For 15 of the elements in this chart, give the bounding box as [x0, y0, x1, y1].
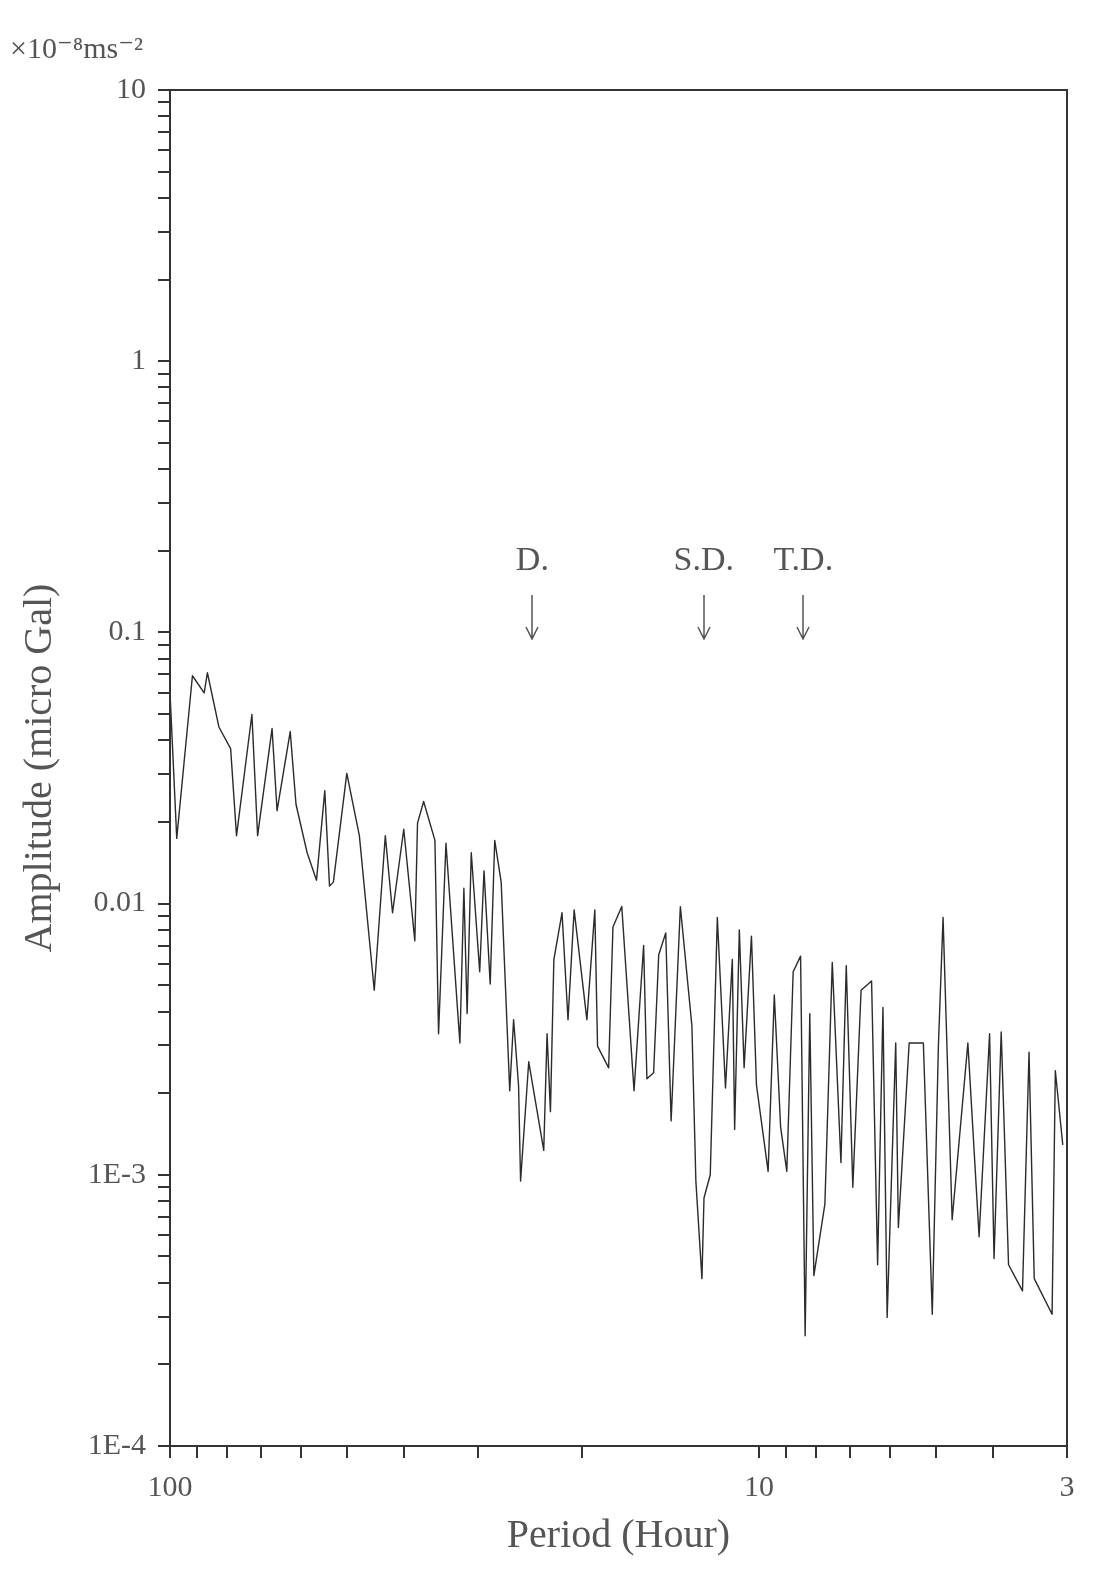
y-tick-label: 1E-3	[87, 1155, 146, 1189]
text: ×10⁻⁸ms⁻²	[10, 30, 144, 64]
y-axis-title: Amplitude (micro Gal)	[14, 583, 60, 953]
annotation: S.D.	[673, 540, 734, 578]
y-tick-label: 0.1	[108, 613, 146, 647]
annotation: D.	[515, 540, 549, 578]
x-tick-label: 100	[147, 1468, 193, 1502]
x-tick-label: 10	[744, 1468, 775, 1502]
y-tick-label: 1	[131, 342, 146, 376]
x-axis-title: Period (Hour)	[506, 1510, 731, 1556]
x-tick-label: 3	[1059, 1468, 1075, 1502]
y-tick-label: 0.01	[93, 884, 146, 918]
annotation: T.D.	[773, 540, 834, 578]
y-tick-label: 10	[116, 70, 146, 104]
y-tick-label: 1E-4	[87, 1426, 146, 1460]
